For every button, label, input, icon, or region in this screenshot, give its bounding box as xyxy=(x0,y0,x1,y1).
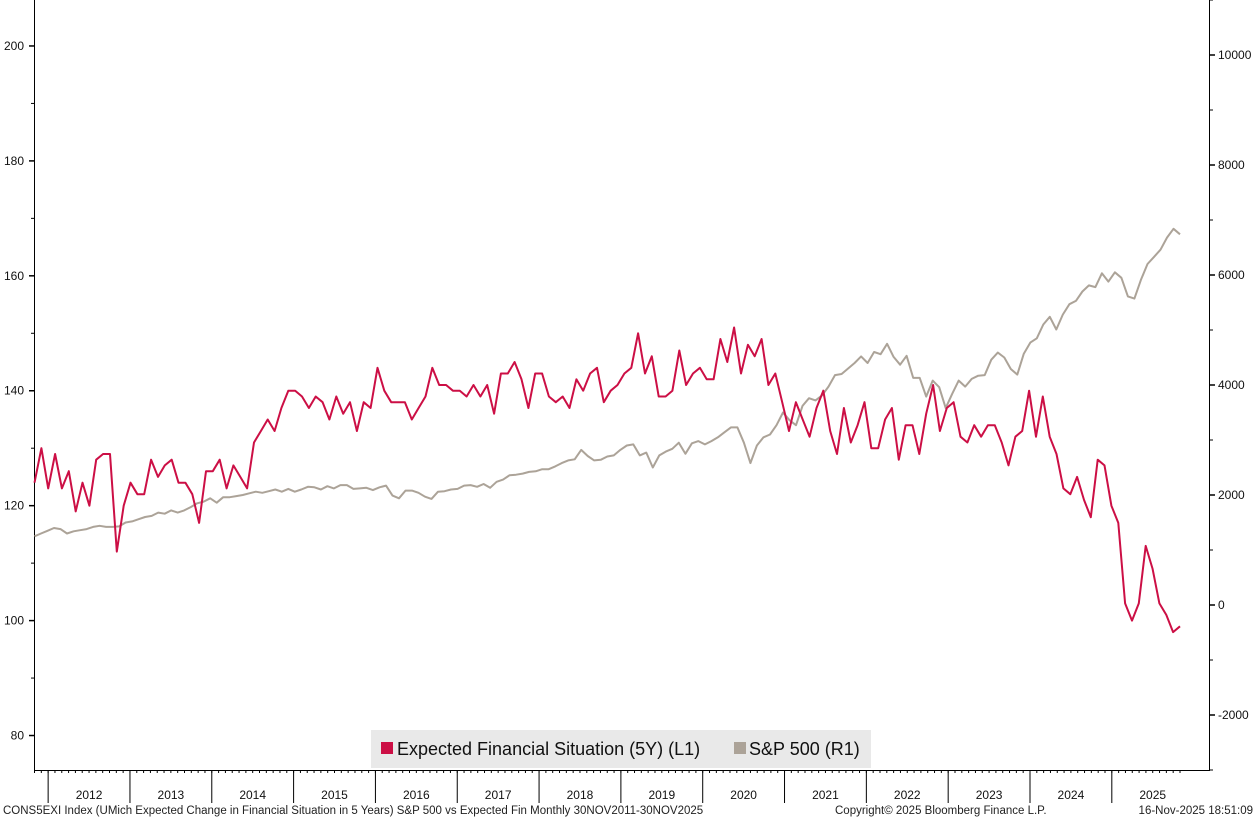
right-tick-label: 4000 xyxy=(1218,378,1245,392)
x-tick-label: 2013 xyxy=(158,788,185,802)
legend-background xyxy=(371,730,871,768)
legend-swatch-sp500 xyxy=(734,742,746,754)
legend-label-cons5exi: Expected Financial Situation (5Y) (L1) xyxy=(397,739,700,759)
footer-index-description: CONS5EXI Index (UMich Expected Change in… xyxy=(3,805,704,817)
right-tick-label: 6000 xyxy=(1218,268,1245,282)
legend: Expected Financial Situation (5Y) (L1) S… xyxy=(371,730,871,768)
right-tick-label: 8000 xyxy=(1218,158,1245,172)
x-tick-label: 2021 xyxy=(812,788,839,802)
legend-label-sp500: S&P 500 (R1) xyxy=(749,739,860,759)
right-tick-label: 0 xyxy=(1218,598,1225,612)
left-tick-label: 140 xyxy=(4,384,24,398)
right-tick-label: 10000 xyxy=(1218,48,1252,62)
right-tick-label: -2000 xyxy=(1218,708,1249,722)
left-tick-label: 100 xyxy=(4,614,24,628)
x-tick-label: 2023 xyxy=(976,788,1003,802)
footer: CONS5EXI Index (UMich Expected Change in… xyxy=(0,803,1257,821)
legend-swatch-cons5exi xyxy=(381,742,393,754)
x-tick-label: 2019 xyxy=(648,788,675,802)
footer-copyright: Copyright© 2025 Bloomberg Finance L.P. xyxy=(835,805,1047,817)
left-tick-label: 160 xyxy=(4,269,24,283)
line-chart: 80 100 120 140 160 180 200 -2000 0 2000 4000 6000 80… xyxy=(4,0,1252,803)
x-tick-label: 2020 xyxy=(730,788,757,802)
axes: 80 100 120 140 160 180 200 -2000 0 2000 4000 6000 80… xyxy=(4,0,1252,803)
x-tick-label: 2018 xyxy=(567,788,594,802)
series-lines xyxy=(33,227,1181,634)
x-tick-label: 2017 xyxy=(485,788,512,802)
right-tick-label: 2000 xyxy=(1218,488,1245,502)
x-tick-label: 2016 xyxy=(403,788,430,802)
x-tick-label: 2022 xyxy=(894,788,921,802)
left-tick-label: 80 xyxy=(11,729,25,743)
footer-timestamp: 16-Nov-2025 18:51:09 xyxy=(1138,805,1253,817)
left-tick-label: 120 xyxy=(4,499,24,513)
series-line-sp500 xyxy=(34,227,1181,538)
x-tick-label: 2024 xyxy=(1058,788,1085,802)
x-tick-label: 2015 xyxy=(321,788,348,802)
series-line-cons5exi xyxy=(33,326,1181,634)
x-tick-label: 2012 xyxy=(76,788,103,802)
left-tick-label: 180 xyxy=(4,154,24,168)
x-tick-label: 2025 xyxy=(1139,788,1166,802)
x-tick-label: 2014 xyxy=(239,788,266,802)
left-tick-label: 200 xyxy=(4,39,24,53)
